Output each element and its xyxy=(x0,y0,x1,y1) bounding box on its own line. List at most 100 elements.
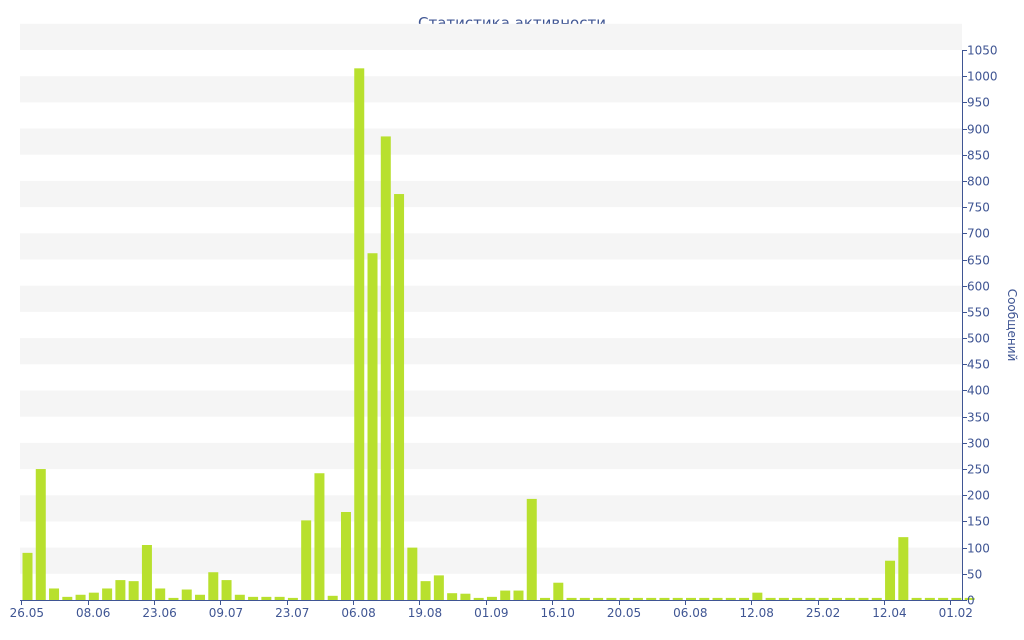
x-tick-label: 20.05 xyxy=(607,606,641,620)
grid-band xyxy=(20,128,962,155)
bar xyxy=(513,590,524,600)
bar xyxy=(659,597,670,600)
x-tick-label: 12.04 xyxy=(872,606,906,620)
bar xyxy=(274,596,285,600)
bar xyxy=(765,597,776,600)
grid-band xyxy=(20,495,962,522)
y-tick-label: 550 xyxy=(967,306,990,320)
y-tick-label: 100 xyxy=(967,542,990,556)
bar xyxy=(75,594,86,600)
y-tick-label: 50 xyxy=(967,568,982,582)
bar xyxy=(871,597,882,600)
bar xyxy=(699,597,710,600)
x-tick-label: 23.07 xyxy=(275,606,309,620)
bar xyxy=(858,597,869,600)
bar xyxy=(885,560,896,600)
bar xyxy=(805,597,816,600)
bar xyxy=(579,597,590,600)
bar xyxy=(195,594,206,600)
grid-band xyxy=(20,390,962,417)
bar xyxy=(394,194,405,601)
y-tick-label: 850 xyxy=(967,149,990,163)
bar xyxy=(314,473,325,600)
y-tick-label: 950 xyxy=(967,96,990,110)
x-tick-label: 12.08 xyxy=(740,606,774,620)
x-tick-label: 26.05 xyxy=(10,606,44,620)
y-tick-label: 800 xyxy=(967,175,990,189)
bar xyxy=(62,596,73,600)
grid-band xyxy=(20,23,962,50)
bar xyxy=(49,588,60,600)
x-tick-label: 01.02 xyxy=(939,606,973,620)
bar xyxy=(964,597,975,600)
bar xyxy=(752,592,763,600)
bar xyxy=(606,597,617,600)
bar xyxy=(712,597,723,600)
bar xyxy=(234,594,245,600)
y-tick-label: 300 xyxy=(967,437,990,451)
bar xyxy=(553,582,564,600)
bar xyxy=(619,597,630,600)
y-tick-label: 150 xyxy=(967,515,990,529)
grid-band xyxy=(20,285,962,312)
bar xyxy=(261,596,272,600)
bar xyxy=(128,581,139,600)
grid-band xyxy=(20,338,962,365)
bar xyxy=(500,590,511,600)
bar xyxy=(447,593,458,600)
bar xyxy=(632,597,643,600)
bar xyxy=(739,597,750,600)
bar xyxy=(460,593,471,600)
bar xyxy=(433,575,444,600)
x-tick-label: 01.09 xyxy=(474,606,508,620)
grid-band xyxy=(20,442,962,470)
bar xyxy=(340,512,351,600)
bar xyxy=(725,597,736,600)
bar xyxy=(301,520,312,600)
y-tick-label: 650 xyxy=(967,254,990,268)
bar xyxy=(486,596,497,600)
bar xyxy=(327,595,338,600)
bar xyxy=(35,469,46,600)
bar xyxy=(526,498,537,600)
bar xyxy=(831,597,842,600)
bar xyxy=(566,597,577,600)
bar xyxy=(287,597,298,600)
y-tick-label: 0 xyxy=(967,594,975,608)
bar xyxy=(672,597,683,600)
x-tick-label: 19.08 xyxy=(408,606,442,620)
bar xyxy=(208,572,219,600)
bar xyxy=(367,253,378,600)
bar xyxy=(911,597,922,600)
y-tick-label: 600 xyxy=(967,280,990,294)
bar xyxy=(102,588,113,600)
y-tick-label: 1050 xyxy=(967,44,998,58)
bar xyxy=(354,68,365,601)
grid-band xyxy=(20,233,962,260)
y-tick-label: 350 xyxy=(967,411,990,425)
grid-band xyxy=(20,180,962,208)
y-tick-label: 450 xyxy=(967,358,990,372)
bar xyxy=(951,597,962,600)
bar xyxy=(473,597,484,600)
y-tick-label: 250 xyxy=(967,463,990,477)
x-tick-label: 08.06 xyxy=(76,606,110,620)
bar xyxy=(155,588,166,600)
bar xyxy=(540,597,551,600)
y-tick-label: 700 xyxy=(967,227,990,241)
bar xyxy=(22,552,33,600)
bar xyxy=(141,545,152,600)
bar xyxy=(181,589,192,600)
bar xyxy=(115,580,126,600)
y-tick-label: 1000 xyxy=(967,70,998,84)
bar xyxy=(88,592,99,600)
bar xyxy=(248,596,259,600)
x-tick-label: 06.08 xyxy=(673,606,707,620)
x-tick-label: 23.06 xyxy=(142,606,176,620)
grid-band xyxy=(20,547,962,574)
bar xyxy=(646,597,657,600)
bar xyxy=(593,597,604,600)
bar xyxy=(845,597,856,600)
bar xyxy=(407,547,418,600)
